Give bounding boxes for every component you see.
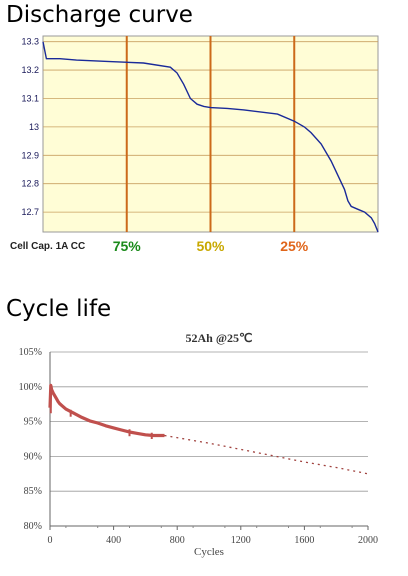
discharge-y-tick-label: 13.2 [21,65,39,75]
discharge-y-tick-label: 13.1 [21,93,39,103]
measured-capacity-line [48,383,165,438]
cycle-life-title: Cycle life [6,296,112,322]
cycle-x-axis-label: Cycles [194,546,224,558]
discharge-curve-title: Discharge curve [6,2,193,28]
cycle-x-tick-label: 400 [106,535,121,546]
discharge-curve-chart: 13.3 13.2 13.1 13 12.9 12.8 12.7 75% 50% 25% Cell … [10,35,379,254]
cycle-y-tick-label: 80% [24,521,42,532]
projected-capacity-line [164,434,369,475]
discharge-x-caption: Cell Cap. 1A CC [10,241,85,252]
cycle-x-tick-label: 1200 [231,535,251,546]
discharge-y-tick-label: 12.9 [21,150,39,160]
cycle-x-tick-label: 0 [48,535,53,546]
capacity-marker-label: 75% [113,238,142,254]
discharge-y-tick-label: 13.3 [21,37,39,47]
cycle-y-tick-label: 105% [19,347,42,358]
cycle-y-tick-label: 95% [24,417,42,428]
cycle-x-tick-label: 1600 [294,535,314,546]
cycle-y-tick-label: 100% [19,382,42,393]
capacity-marker-label: 25% [280,238,309,254]
discharge-voltage-line [42,41,379,233]
discharge-y-tick-label: 12.7 [21,207,39,217]
cycle-x-tick-label: 800 [170,535,185,546]
discharge-y-tick-label: 12.8 [21,179,39,189]
discharge-y-tick-label: 13 [29,122,39,132]
capacity-marker-label: 50% [196,238,225,254]
cycle-x-tick-label: 2000 [358,535,378,546]
cycle-y-tick-label: 90% [24,451,42,462]
cycle-y-tick-label: 85% [24,486,42,497]
cycle-chart-title: 52Ah @25℃ [186,331,253,345]
